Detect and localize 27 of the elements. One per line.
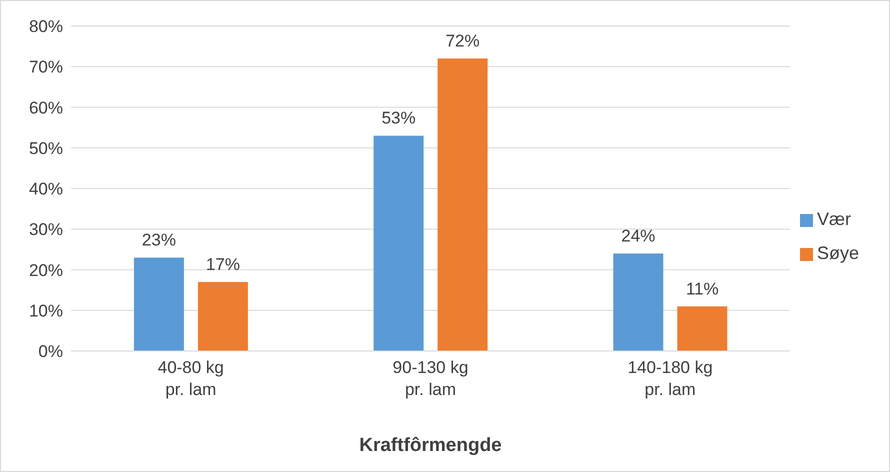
y-tick-label: 20% xyxy=(28,260,63,280)
y-tick-label: 60% xyxy=(28,98,63,118)
y-tick-label: 80% xyxy=(28,17,63,36)
bar xyxy=(374,136,424,351)
y-tick-label: 30% xyxy=(28,220,63,240)
bar xyxy=(438,58,488,351)
x-tick-label: 140-180 kg pr. lam xyxy=(628,358,713,399)
data-label: 24% xyxy=(621,226,656,246)
data-label: 72% xyxy=(446,32,480,50)
bar xyxy=(613,254,664,351)
y-tick-label: 50% xyxy=(28,138,63,158)
bar xyxy=(198,282,248,351)
bar xyxy=(677,306,728,351)
legend-label: Vær xyxy=(816,209,851,229)
y-tick-label: 10% xyxy=(28,301,63,320)
data-label: 23% xyxy=(142,230,176,250)
bar xyxy=(134,258,184,351)
x-axis-title: Kraftfôrmengde xyxy=(359,435,502,456)
x-tick-label: 90-130 kg pr. lam xyxy=(392,358,468,399)
data-label: 53% xyxy=(382,108,416,128)
y-tick-label: 70% xyxy=(28,58,63,77)
data-label: 11% xyxy=(686,279,719,298)
y-tick-label: 0% xyxy=(38,342,63,362)
x-tick-label: 40-80 kg pr. lam xyxy=(158,358,224,399)
data-label: 17% xyxy=(206,254,240,274)
legend-label: Søye xyxy=(816,243,859,263)
y-tick-label: 40% xyxy=(28,180,63,199)
